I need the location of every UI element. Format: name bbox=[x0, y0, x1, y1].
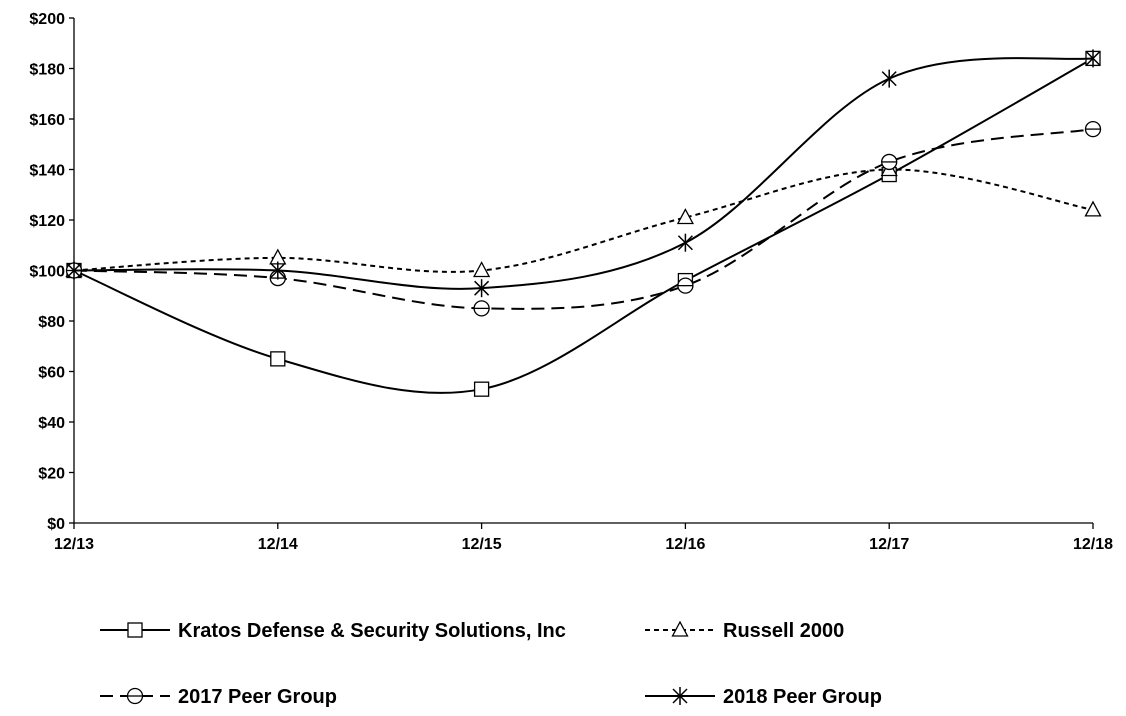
series-2 bbox=[65, 120, 1102, 317]
y-tick-label: $200 bbox=[29, 11, 65, 28]
legend-item-2: 2017 Peer Group bbox=[100, 686, 337, 708]
legend-label: Russell 2000 bbox=[723, 620, 844, 642]
legend-marker bbox=[126, 687, 144, 705]
x-tick-label: 12/15 bbox=[462, 536, 502, 553]
data-point bbox=[270, 351, 286, 367]
legend-marker bbox=[671, 620, 689, 637]
data-point bbox=[473, 300, 490, 317]
axes: $0 $20 $40 $60 $80 $100 $120 $140 $160 $180 $200 12… bbox=[29, 11, 1113, 553]
data-point bbox=[881, 153, 898, 171]
legend: Kratos Defense & Security Solutions, Inc… bbox=[100, 620, 882, 708]
legend-marker bbox=[672, 687, 688, 705]
x-tick-label: 12/18 bbox=[1073, 536, 1113, 553]
y-tick-label: $20 bbox=[38, 466, 65, 483]
legend-marker bbox=[127, 622, 143, 638]
series-line bbox=[73, 57, 1094, 290]
data-point bbox=[270, 261, 286, 280]
data-point bbox=[676, 208, 694, 225]
series-line bbox=[73, 168, 1094, 273]
data-point bbox=[474, 279, 490, 298]
series-line bbox=[73, 57, 1094, 394]
x-tick-label: 12/16 bbox=[665, 536, 705, 553]
series-line bbox=[73, 128, 1094, 310]
legend-label: Kratos Defense & Security Solutions, Inc bbox=[178, 620, 566, 642]
data-point bbox=[881, 69, 897, 88]
legend-item-1: Russell 2000 bbox=[645, 620, 844, 642]
y-tick-label: $140 bbox=[29, 163, 65, 180]
y-tick-label: $180 bbox=[29, 62, 65, 79]
legend-label: 2018 Peer Group bbox=[723, 686, 882, 708]
data-point bbox=[473, 261, 491, 278]
data-point bbox=[677, 277, 694, 294]
y-tick-label: $80 bbox=[38, 314, 65, 331]
y-tick-label: $60 bbox=[38, 365, 65, 382]
x-tick-label: 12/17 bbox=[869, 536, 909, 553]
y-tick-label: $0 bbox=[47, 516, 65, 533]
data-point bbox=[1084, 120, 1102, 138]
data-point bbox=[677, 233, 693, 252]
series-3 bbox=[66, 49, 1101, 298]
data-point bbox=[66, 261, 82, 280]
series-layer bbox=[65, 49, 1102, 397]
legend-label: 2017 Peer Group bbox=[178, 686, 337, 708]
data-point bbox=[473, 381, 490, 397]
y-tick-label: $100 bbox=[29, 264, 65, 281]
y-tick-label: $40 bbox=[38, 415, 65, 432]
data-point bbox=[1084, 200, 1102, 217]
y-tick-label: $120 bbox=[29, 213, 65, 230]
x-tick-label: 12/13 bbox=[54, 536, 94, 553]
y-tick-label: $160 bbox=[29, 112, 65, 129]
legend-item-0: Kratos Defense & Security Solutions, Inc bbox=[100, 620, 566, 642]
series-1 bbox=[65, 160, 1102, 278]
x-tick-label: 12/14 bbox=[258, 536, 298, 553]
series-0 bbox=[66, 50, 1101, 397]
data-point bbox=[1085, 49, 1101, 68]
legend-item-3: 2018 Peer Group bbox=[645, 686, 882, 708]
